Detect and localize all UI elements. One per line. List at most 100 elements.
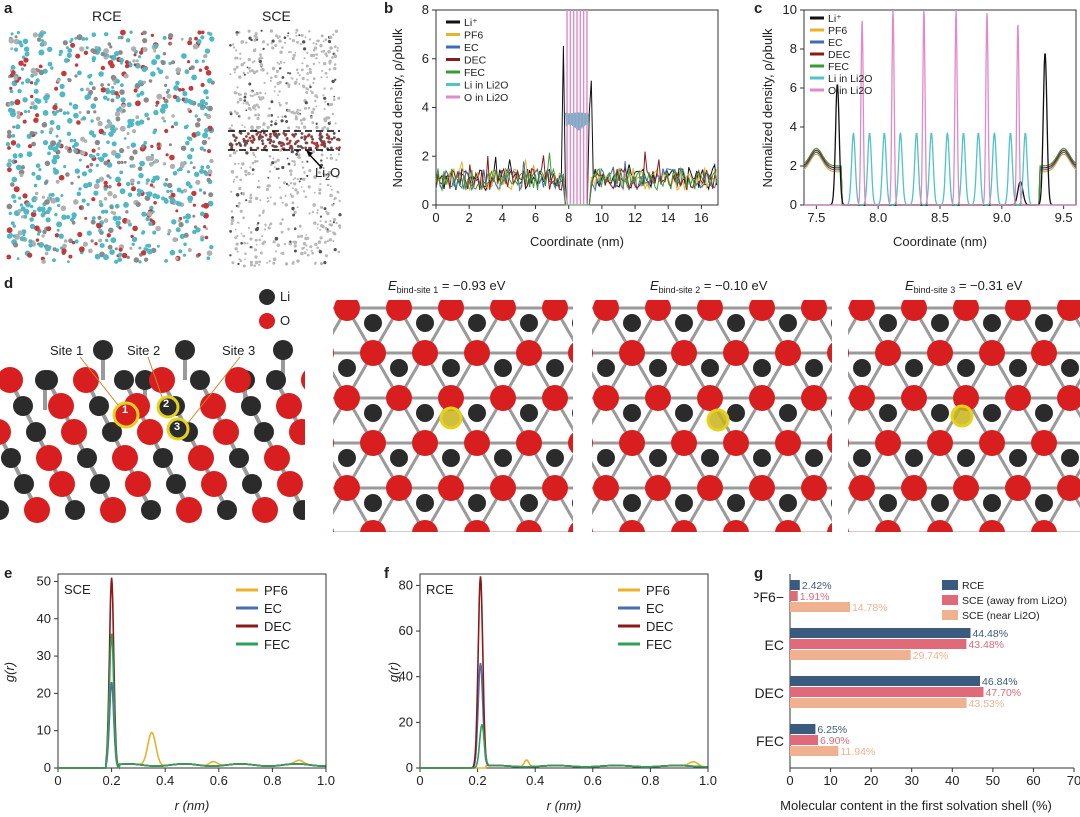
li2o-layer-atom [330,146,333,150]
rce-atom [41,209,46,213]
sce-atom [271,66,276,71]
sce-atom [321,70,324,72]
rce-atom [123,160,127,164]
sce-atom [334,196,337,200]
category-label: PF6− [754,589,784,605]
sce-atom [272,257,277,261]
legend-label: O in Li2O [464,92,508,104]
sce-atom [306,248,308,251]
sce-atom [296,40,300,44]
y-tick-label: 10 [37,723,51,738]
li-atom [390,449,408,467]
li-atom [38,370,58,390]
sce-atom [308,38,312,41]
rce-atom [108,184,112,189]
sce-atom [324,71,328,75]
rce-atom [203,225,207,229]
o-atom [979,340,1005,366]
rce-atom [22,97,28,103]
sce-atom [329,120,332,123]
sce-atom [329,46,333,50]
rce-atom [196,117,201,122]
sce-atom [268,260,271,263]
li-atom [520,314,538,332]
o-atom [723,520,749,532]
sce-atom [245,151,249,155]
sce-atom [311,121,315,124]
x-tick-label: 0.6 [584,773,602,788]
o-atom [848,528,849,532]
sce-atom [232,43,235,46]
rce-atom [164,83,168,87]
sce-atom [289,182,293,185]
x-tick-label: 50 [986,773,1000,788]
sce-atom [319,236,323,240]
sce-atom [233,178,236,181]
rce-atom [149,205,154,211]
site2-label: Site 2 [127,343,161,358]
rce-atom [96,223,102,229]
sce-atom [298,156,302,159]
li-atom [153,448,173,468]
o-atom [490,475,516,501]
rce-atom [44,180,49,184]
rce-atom [138,246,142,250]
sce-atom [318,191,322,195]
rce-atom [171,125,174,129]
o-atom [137,419,163,445]
top-view-lattice [592,300,832,532]
sce-atom [254,108,257,111]
li-atom [905,449,923,467]
o-atom [333,438,334,448]
sce-atom [252,173,254,176]
sce-atom [301,166,305,169]
sce-atom [306,160,309,163]
sce-atom [274,122,278,126]
sce-atom [262,122,266,126]
rce-atom [200,237,205,242]
o-atom [334,475,360,501]
sce-atom [280,119,284,123]
sce-atom [290,194,294,198]
rce-atom [52,154,58,160]
rce-atom [91,216,96,221]
rce-atom [63,239,68,243]
rce-atom [41,122,48,128]
rce-atom [35,238,40,242]
bar-data-label: 44.48% [972,628,1008,640]
li-atom [14,474,34,494]
o-atom [149,367,175,393]
o-atom [0,367,23,393]
sce-atom [309,53,314,58]
bar-RCE [790,580,800,590]
sce-atom [326,76,329,79]
rce-atom [68,254,73,259]
sce-atom [257,113,261,117]
rce-atom [36,37,42,42]
sce-atom [329,185,332,188]
category-label: EC [765,637,784,653]
rce-atom [120,160,124,164]
o-atom [438,300,464,321]
li2o-layer-atom [311,137,314,141]
sce-atom [290,77,293,79]
rce-atom [153,49,157,53]
rce-atom [103,180,108,186]
sce-atom [304,195,308,199]
sce-atom [243,95,247,99]
sce-atom [309,245,313,249]
sce-atom [249,231,253,234]
rce-atom [66,111,70,115]
li2o-layer-atom [243,143,247,147]
li2o-layer-atom [256,131,260,134]
rce-atom [165,178,169,182]
rce-atom [58,174,65,181]
li-atom [468,314,486,332]
sce-atom [335,221,338,225]
sce-atom [294,188,298,192]
o-atom [438,475,464,501]
bar-SCE (away from Li2O) [790,639,967,649]
li2o-layer-atom [290,147,294,151]
rce-atom [181,53,187,59]
rce-atom [6,162,12,168]
